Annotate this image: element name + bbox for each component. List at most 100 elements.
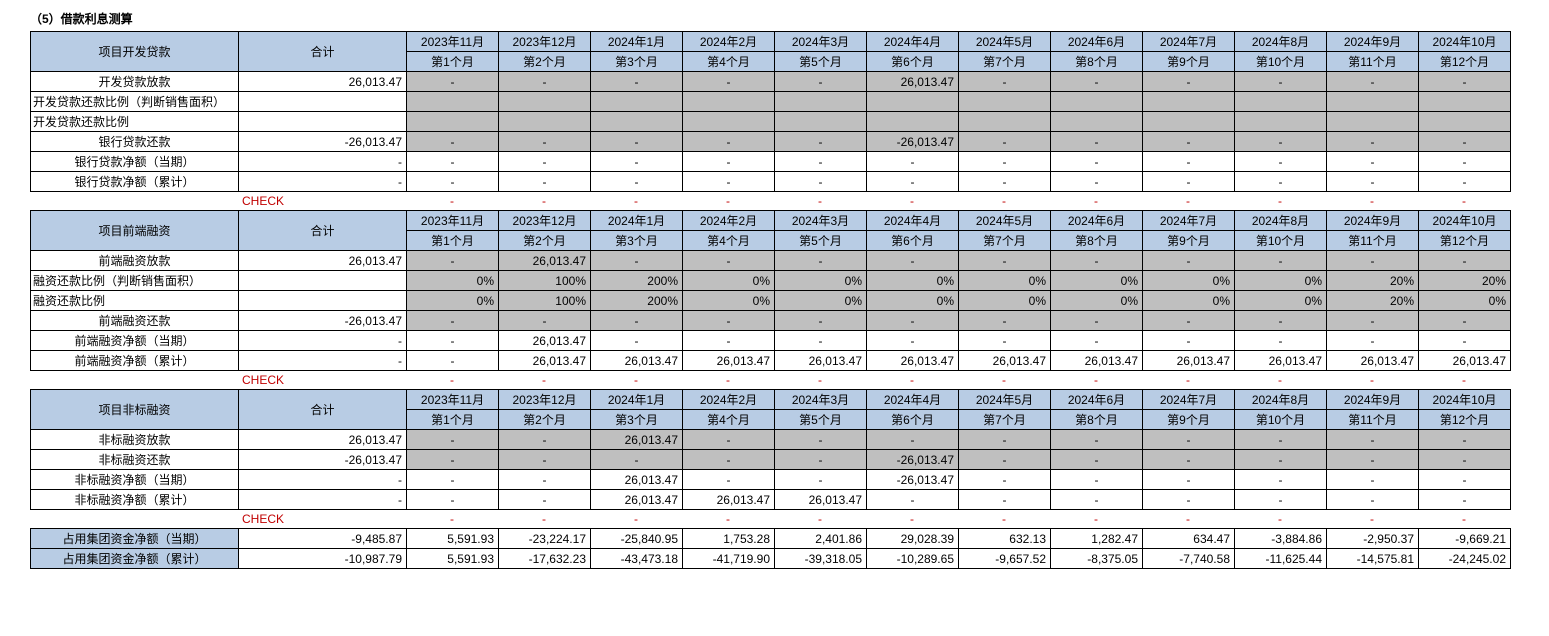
col-total: 合计 bbox=[239, 32, 407, 72]
cell: - bbox=[1235, 132, 1327, 152]
row-total: - bbox=[239, 490, 407, 510]
cell: 20% bbox=[1419, 271, 1511, 291]
cell: - bbox=[407, 72, 499, 92]
cell: -26,013.47 bbox=[867, 470, 959, 490]
cell: - bbox=[867, 172, 959, 192]
row-total: 26,013.47 bbox=[239, 72, 407, 92]
cell: - bbox=[959, 490, 1051, 510]
cell: - bbox=[1419, 132, 1511, 152]
cell: - bbox=[591, 331, 683, 351]
table-row: 非标融资净额（累计）---26,013.4726,013.4726,013.47… bbox=[31, 490, 1511, 510]
cell: - bbox=[407, 172, 499, 192]
cell: - bbox=[683, 430, 775, 450]
cell bbox=[683, 112, 775, 132]
cell: -39,318.05 bbox=[775, 549, 867, 569]
cell: - bbox=[499, 450, 591, 470]
col-month-n: 第1个月 bbox=[407, 52, 499, 72]
cell: 0% bbox=[1051, 271, 1143, 291]
cell: - bbox=[775, 331, 867, 351]
row-label: 银行贷款还款 bbox=[31, 132, 239, 152]
row-label: 银行贷款净额（累计） bbox=[31, 172, 239, 192]
table-row: 银行贷款净额（累计）------------- bbox=[31, 172, 1511, 192]
check-dash: - bbox=[866, 192, 958, 210]
cell: - bbox=[775, 132, 867, 152]
t2-title: 项目前端融资 bbox=[31, 211, 239, 251]
table-row: 银行贷款净额（当期）------------- bbox=[31, 152, 1511, 172]
cell: -9,669.21 bbox=[1419, 529, 1511, 549]
check-blank bbox=[30, 510, 238, 528]
row-label: 开发贷款还款比例 bbox=[31, 112, 239, 132]
cell: - bbox=[1327, 430, 1419, 450]
cell: - bbox=[1327, 490, 1419, 510]
check-dash: - bbox=[1050, 192, 1142, 210]
cell: - bbox=[959, 172, 1051, 192]
cell: 0% bbox=[1143, 291, 1235, 311]
check-dash: - bbox=[590, 192, 682, 210]
cell bbox=[591, 112, 683, 132]
cell: 26,013.47 bbox=[499, 331, 591, 351]
check-dash: - bbox=[406, 371, 498, 389]
cell: - bbox=[867, 331, 959, 351]
cell: - bbox=[407, 450, 499, 470]
row-label: 开发贷款还款比例（判断销售面积） bbox=[31, 92, 239, 112]
cell: - bbox=[1419, 490, 1511, 510]
cell: -23,224.17 bbox=[499, 529, 591, 549]
cell: - bbox=[1327, 251, 1419, 271]
cell: - bbox=[1419, 470, 1511, 490]
cell: - bbox=[1419, 172, 1511, 192]
cell: - bbox=[1235, 152, 1327, 172]
cell: -10,289.65 bbox=[867, 549, 959, 569]
cell: - bbox=[683, 132, 775, 152]
cell: - bbox=[683, 72, 775, 92]
table-row: 开发贷款放款26,013.47-----26,013.47------ bbox=[31, 72, 1511, 92]
cell bbox=[499, 112, 591, 132]
cell: 200% bbox=[591, 271, 683, 291]
table-row: 开发贷款还款比例 bbox=[31, 112, 1511, 132]
cell: - bbox=[1235, 72, 1327, 92]
row-total: -26,013.47 bbox=[239, 132, 407, 152]
table-row: 前端融资净额（累计）--26,013.4726,013.4726,013.472… bbox=[31, 351, 1511, 371]
check-dash: - bbox=[1142, 192, 1234, 210]
row-total: - bbox=[239, 351, 407, 371]
check-row-1: CHECK------------ bbox=[30, 192, 1510, 210]
cell: 26,013.47 bbox=[775, 490, 867, 510]
cell: - bbox=[591, 152, 683, 172]
cell: -3,884.86 bbox=[1235, 529, 1327, 549]
cell: 2,401.86 bbox=[775, 529, 867, 549]
cell: - bbox=[867, 251, 959, 271]
cell: 5,591.93 bbox=[407, 529, 499, 549]
cell: - bbox=[959, 251, 1051, 271]
row-label: 非标融资放款 bbox=[31, 430, 239, 450]
table-row: 占用集团资金净额（当期）-9,485.875,591.93-23,224.17-… bbox=[31, 529, 1511, 549]
cell: - bbox=[1327, 470, 1419, 490]
check-dash: - bbox=[774, 510, 866, 528]
check-blank bbox=[30, 192, 238, 210]
cell: 0% bbox=[867, 291, 959, 311]
table-row: 开发贷款还款比例（判断销售面积） bbox=[31, 92, 1511, 112]
cell: - bbox=[959, 72, 1051, 92]
row-total bbox=[239, 291, 407, 311]
check-dash: - bbox=[1326, 192, 1418, 210]
row-total: - bbox=[239, 470, 407, 490]
cell bbox=[959, 92, 1051, 112]
cell: - bbox=[591, 72, 683, 92]
cell: - bbox=[1419, 450, 1511, 470]
cell: - bbox=[683, 152, 775, 172]
check-row-3: CHECK------------ bbox=[30, 510, 1510, 528]
check-dash: - bbox=[1418, 371, 1510, 389]
cell: - bbox=[1235, 490, 1327, 510]
cell: - bbox=[959, 152, 1051, 172]
cell: - bbox=[775, 470, 867, 490]
cell: - bbox=[1051, 331, 1143, 351]
cell: 29,028.39 bbox=[867, 529, 959, 549]
check-dash: - bbox=[406, 192, 498, 210]
cell: - bbox=[1143, 430, 1235, 450]
cell: 26,013.47 bbox=[1327, 351, 1419, 371]
cell: 0% bbox=[867, 271, 959, 291]
cell bbox=[591, 92, 683, 112]
cell bbox=[775, 92, 867, 112]
cell: 0% bbox=[775, 291, 867, 311]
cell: 0% bbox=[1143, 271, 1235, 291]
check-dash: - bbox=[590, 510, 682, 528]
row-label: 非标融资还款 bbox=[31, 450, 239, 470]
